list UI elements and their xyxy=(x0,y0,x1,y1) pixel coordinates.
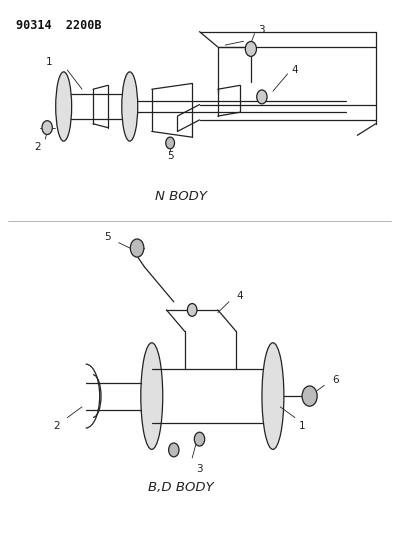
Ellipse shape xyxy=(122,72,138,141)
Text: 3: 3 xyxy=(259,25,265,35)
Ellipse shape xyxy=(141,343,163,449)
Circle shape xyxy=(169,443,179,457)
Circle shape xyxy=(302,386,317,406)
Circle shape xyxy=(166,137,174,149)
Text: N BODY: N BODY xyxy=(155,190,207,203)
Text: 5: 5 xyxy=(167,151,174,161)
Text: 1: 1 xyxy=(299,421,306,431)
Text: 3: 3 xyxy=(196,464,203,474)
Text: 1: 1 xyxy=(45,58,52,67)
Text: 5: 5 xyxy=(105,232,111,243)
Circle shape xyxy=(188,304,197,317)
Text: 4: 4 xyxy=(292,65,298,75)
Text: 6: 6 xyxy=(332,375,339,385)
Circle shape xyxy=(245,42,257,56)
Circle shape xyxy=(257,90,267,104)
Circle shape xyxy=(130,239,144,257)
Text: 2: 2 xyxy=(53,421,60,431)
Text: 90314  2200B: 90314 2200B xyxy=(16,19,101,31)
Text: B,D BODY: B,D BODY xyxy=(148,481,214,494)
Text: 4: 4 xyxy=(237,292,243,302)
Circle shape xyxy=(42,120,52,134)
Ellipse shape xyxy=(56,72,72,141)
Ellipse shape xyxy=(262,343,284,449)
Text: 2: 2 xyxy=(35,142,41,152)
Circle shape xyxy=(194,432,205,446)
